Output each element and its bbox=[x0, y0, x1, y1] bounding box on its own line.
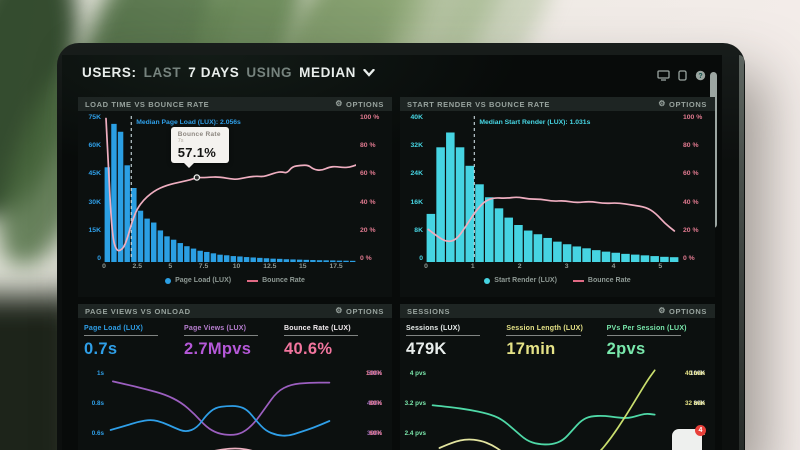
monitor-bezel: USERS: LAST 7 DAYS USING MEDIAN bbox=[57, 43, 745, 450]
gear-icon: ⚙ bbox=[658, 306, 667, 315]
metric-row: Page Load (LUX) 0.7s Page Views (LUX) 2.… bbox=[78, 318, 392, 362]
using-label: USING bbox=[246, 65, 293, 80]
help-icon[interactable]: ? bbox=[695, 70, 706, 81]
options-button[interactable]: ⚙ OPTIONS bbox=[335, 306, 384, 316]
metric-underline bbox=[406, 335, 481, 336]
days-value: 7 DAYS bbox=[188, 65, 240, 80]
metric-underline bbox=[84, 335, 158, 336]
load-time-histogram[interactable] bbox=[104, 114, 356, 262]
start-render-histogram[interactable] bbox=[426, 114, 679, 262]
monitor-edge-highlight bbox=[739, 55, 744, 450]
chart-area: 75K 60K 45K 30K 15K 0 Median Page Load (LUX… bbox=[78, 111, 392, 262]
chart-legend: Start Render (LUX) Bounce Rate bbox=[400, 273, 715, 288]
legend-bounce-rate[interactable]: Bounce Rate bbox=[572, 277, 631, 284]
legend-bounce-rate[interactable]: Bounce Rate bbox=[247, 277, 305, 284]
median-annotation: Median Page Load (LUX): 2.056s bbox=[136, 119, 241, 126]
page-views-chart[interactable] bbox=[106, 366, 334, 450]
options-button[interactable]: ⚙ OPTIONS bbox=[335, 99, 384, 109]
users-label: USERS: bbox=[82, 65, 137, 80]
legend-line-icon bbox=[247, 279, 259, 282]
y-axis-left: 1s 0.8s 0.6s bbox=[91, 370, 104, 437]
panel-start-render: START RENDER VS BOUNCE RATE ⚙ OPTIONS 40… bbox=[400, 97, 715, 297]
metric-session-length: Session Length (LUX) 17min bbox=[506, 325, 584, 358]
x-axis: 0 2.5 5 7.5 10 12.5 15 17.5 bbox=[102, 263, 343, 270]
mobile-icon[interactable] bbox=[678, 70, 687, 81]
legend-page-load[interactable]: Page Load (LUX) bbox=[165, 277, 231, 284]
chart-area: 40K 32K 24K 16K 8K 0 Median Start Render (L… bbox=[400, 111, 715, 262]
legend-line-icon bbox=[572, 279, 584, 282]
panel-header: LOAD TIME VS BOUNCE RATE ⚙ OPTIONS bbox=[78, 97, 392, 111]
chevron-down-icon[interactable] bbox=[363, 68, 375, 77]
panel-load-time: LOAD TIME VS BOUNCE RATE ⚙ OPTIONS 75K 60… bbox=[78, 97, 392, 297]
dashboard-title[interactable]: USERS: LAST 7 DAYS USING MEDIAN bbox=[82, 65, 375, 80]
tooltip-value: 57.1% bbox=[177, 145, 217, 161]
options-button[interactable]: ⚙ OPTIONS bbox=[658, 306, 707, 316]
last-label: LAST bbox=[143, 65, 182, 80]
metric-page-views: Page Views (LUX) 2.7Mpvs bbox=[184, 325, 284, 359]
panel-title: START RENDER VS BOUNCE RATE bbox=[407, 99, 551, 109]
svg-text:?: ? bbox=[698, 73, 702, 80]
legend-start-render[interactable]: Start Render (LUX) bbox=[484, 277, 557, 284]
metric-underline bbox=[606, 335, 681, 336]
panel-header: SESSIONS ⚙ OPTIONS bbox=[400, 304, 715, 318]
median-annotation: Median Start Render (LUX): 1.031s bbox=[479, 119, 591, 126]
metric-underline bbox=[284, 335, 358, 336]
panel-header: START RENDER VS BOUNCE RATE ⚙ OPTIONS bbox=[400, 97, 715, 111]
header-icons: ? bbox=[657, 70, 706, 81]
panel-title: SESSIONS bbox=[407, 306, 451, 316]
metric-bounce-rate: Bounce Rate (LUX) 40.6% bbox=[284, 325, 384, 359]
chart-area: 4 pvs 3.2 pvs 2.4 pvs 100K 40 min 80K 32 m… bbox=[400, 362, 715, 450]
gear-icon: ⚙ bbox=[658, 99, 667, 108]
metric-row: Sessions (LUX) 479K Session Length (LUX)… bbox=[400, 318, 715, 362]
histogram-plot[interactable]: Median Start Render (LUX): 1.031s bbox=[426, 114, 679, 262]
median-value: MEDIAN bbox=[299, 65, 357, 80]
metric-sessions: Sessions (LUX) 479K bbox=[406, 325, 506, 359]
options-button[interactable]: ⚙ OPTIONS bbox=[658, 99, 707, 109]
gear-icon: ⚙ bbox=[335, 306, 344, 315]
tooltip: Bounce Rate 7s 57.1% bbox=[170, 127, 229, 169]
histogram-plot[interactable]: Median Page Load (LUX): 2.056s Bounce Ra… bbox=[104, 114, 356, 262]
notification-badge: 4 bbox=[695, 425, 706, 436]
sparkline-plot[interactable] bbox=[428, 366, 657, 450]
y-axis-right: 500K 100% 400K 80% 300K 60% bbox=[365, 370, 382, 437]
y-axis-left: 75K 60K 45K 30K 15K 0 bbox=[88, 114, 101, 262]
metric-underline bbox=[184, 335, 258, 336]
panel-sessions: SESSIONS ⚙ OPTIONS Sessions (LUX) 479K S… bbox=[400, 304, 715, 450]
panel-header: PAGE VIEWS VS ONLOAD ⚙ OPTIONS bbox=[78, 304, 392, 318]
tooltip-title: Bounce Rate bbox=[177, 131, 221, 139]
panel-title: PAGE VIEWS VS ONLOAD bbox=[85, 306, 191, 316]
desktop-icon[interactable] bbox=[657, 70, 670, 81]
y-axis-right: 100 % 80 % 60 % 40 % 20 % 0 % bbox=[683, 114, 703, 262]
legend-dot-icon bbox=[484, 277, 491, 284]
chart-area: 1s 0.8s 0.6s 500K 100% 400K 80% 300K 60% bbox=[78, 362, 392, 450]
tooltip-x-value: 7s bbox=[177, 138, 184, 145]
dashboard-screen: USERS: LAST 7 DAYS USING MEDIAN bbox=[62, 55, 722, 450]
sparkline-plot[interactable] bbox=[106, 366, 334, 450]
y-axis-left: 4 pvs 3.2 pvs 2.4 pvs bbox=[404, 370, 426, 437]
gear-icon: ⚙ bbox=[335, 99, 344, 108]
metric-pvs-per-session: PVs Per Session (LUX) 2pvs bbox=[606, 325, 687, 358]
legend-dot-icon bbox=[165, 277, 172, 284]
chart-legend: Page Load (LUX) Bounce Rate bbox=[78, 273, 392, 288]
y-axis-left: 40K 32K 24K 16K 8K 0 bbox=[410, 114, 423, 262]
sessions-chart[interactable] bbox=[428, 366, 657, 450]
panel-title: LOAD TIME VS BOUNCE RATE bbox=[85, 99, 210, 109]
panel-page-views: PAGE VIEWS VS ONLOAD ⚙ OPTIONS Page Load… bbox=[78, 304, 392, 450]
metric-underline bbox=[506, 335, 581, 336]
metric-page-load: Page Load (LUX) 0.7s bbox=[84, 325, 184, 359]
y-axis-right: 100 % 80 % 60 % 40 % 20 % 0 % bbox=[360, 114, 380, 262]
chat-widget-button[interactable]: 4 bbox=[672, 425, 706, 450]
